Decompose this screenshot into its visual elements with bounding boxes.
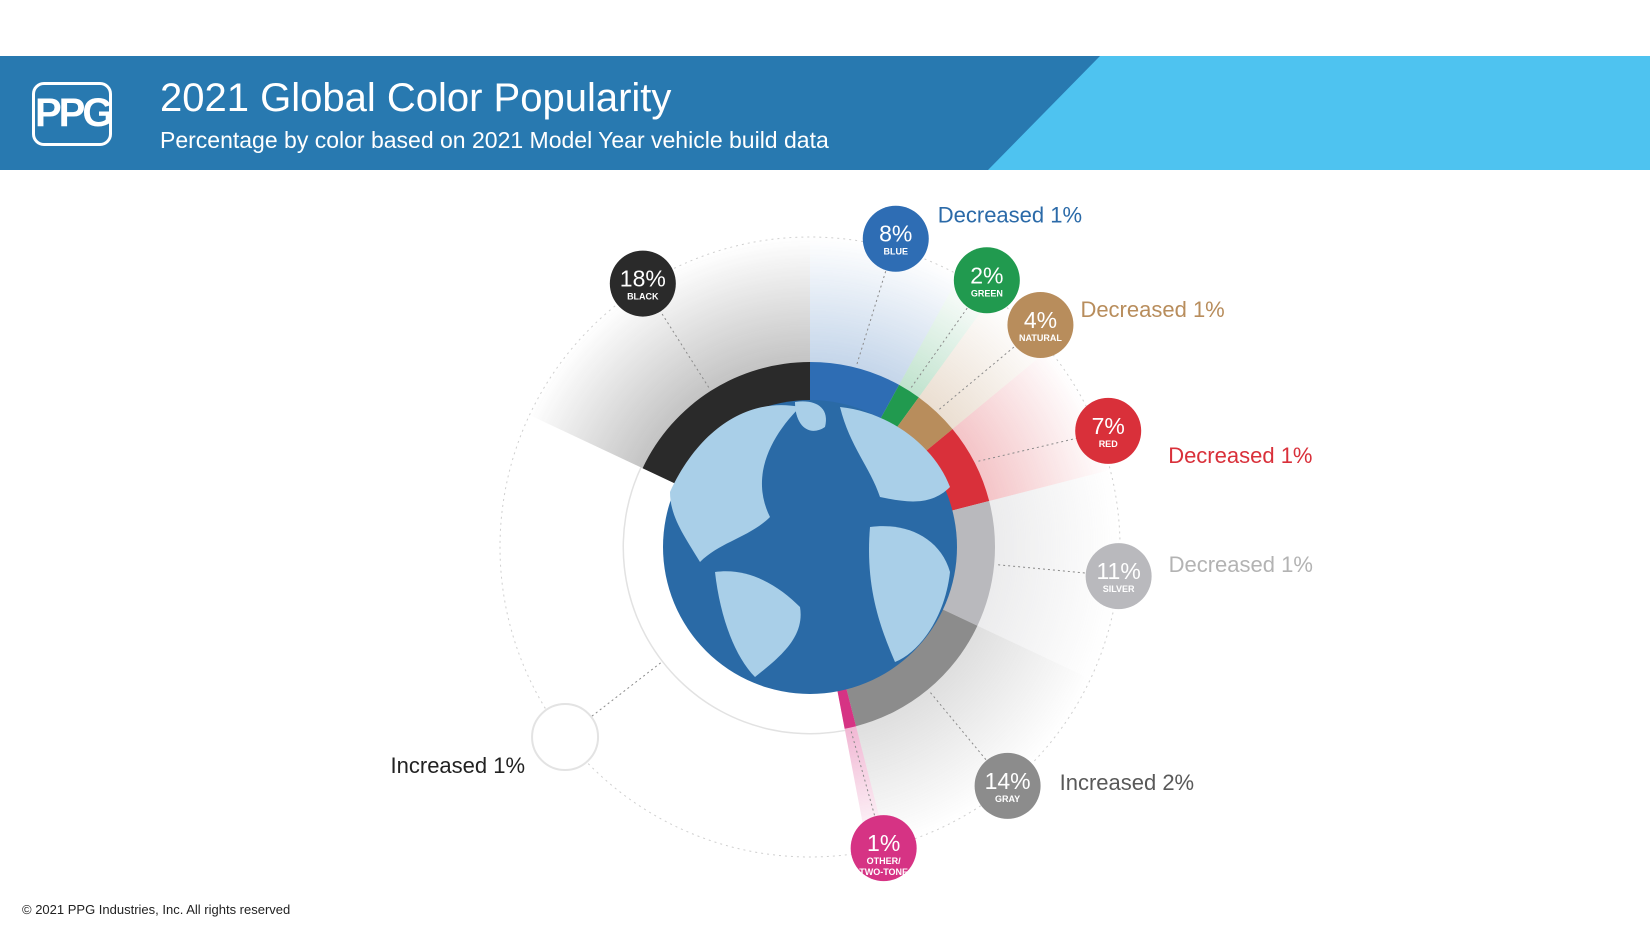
bubble-value-natural: 4% (1024, 307, 1057, 333)
globe-south-america (715, 571, 801, 677)
change-label-white: Increased 1% (391, 753, 526, 778)
bubble-label-silver: SILVER (1103, 584, 1135, 594)
ppg-logo: PPG (32, 82, 113, 146)
globe-north-america (670, 405, 800, 562)
bubble-value-silver: 11% (1096, 558, 1140, 584)
ring-segment-gray (846, 609, 978, 727)
bubble-red (1075, 397, 1142, 464)
bubble-label-other: OTHER/ (867, 856, 902, 866)
change-label-silver: Decreased 1% (1169, 552, 1313, 577)
bubble-green (953, 247, 1020, 314)
ring-segment-green (880, 384, 919, 429)
leader-black (642, 283, 710, 388)
bubble-black (609, 250, 676, 317)
bubble-label-other: TWO-TONE (859, 867, 908, 877)
ring-segment-other (837, 688, 857, 729)
bubble-value-blue: 8% (879, 221, 912, 247)
globe-europe (840, 407, 950, 502)
header-banner: PPG 2021 Global Color Popularity Percent… (0, 56, 1650, 170)
globe-greenland (795, 401, 826, 431)
bubble-label-white: WHITE (551, 745, 580, 755)
copyright-text: © 2021 PPG Industries, Inc. All rights r… (22, 902, 291, 917)
change-label-red: Decreased 1% (1168, 443, 1312, 468)
bubble-label-blue: BLUE (884, 247, 909, 257)
leader-green (910, 280, 988, 388)
page-title: 2021 Global Color Popularity (160, 76, 672, 120)
leader-blue (856, 238, 897, 365)
bubble-label-green: GREEN (971, 288, 1003, 298)
banner-dark-blue (0, 56, 1100, 170)
bubble-value-black: 18% (620, 266, 666, 292)
bubble-value-gray: 14% (985, 768, 1031, 794)
bubble-value-green: 2% (970, 262, 1003, 288)
ring-segment-red (922, 429, 990, 511)
bubble-label-natural: NATURAL (1019, 333, 1062, 343)
change-label-blue: Decreased 1% (938, 203, 1082, 228)
bubble-white (531, 703, 600, 772)
page-subtitle: Percentage by color based on 2021 Model … (160, 127, 829, 153)
banner-background (0, 56, 1650, 170)
globe-icon (663, 400, 957, 694)
bubble-label-gray: GRAY (995, 794, 1020, 804)
change-labels: Decreased 1% Decreased 1% Decreased 1% Decr… (391, 203, 1313, 795)
bubble-gray (974, 752, 1041, 819)
bubble-label-black: BLACK (627, 292, 659, 302)
bubble-value-white: 35% (542, 719, 588, 745)
bubble-other (850, 815, 917, 882)
bubble-value-other: 1% (867, 830, 900, 856)
bubble-label-red: RED (1099, 439, 1119, 449)
bubble-blue (862, 205, 929, 272)
bubble-silver (1085, 543, 1152, 610)
leader-natural (939, 324, 1041, 410)
ring-segment-blue (810, 362, 900, 420)
bubble-value-red: 7% (1092, 413, 1125, 439)
change-label-natural: Decreased 1% (1080, 297, 1224, 322)
globe-africa (869, 526, 950, 662)
bubble-natural (1007, 291, 1074, 358)
fan-black (529, 237, 810, 485)
value-bubbles: 8%BLUE 2%GREEN 4%NATURAL 7%RED 11%SILVER 14%G… (531, 205, 1152, 882)
change-label-gray: Increased 2% (1060, 770, 1195, 795)
